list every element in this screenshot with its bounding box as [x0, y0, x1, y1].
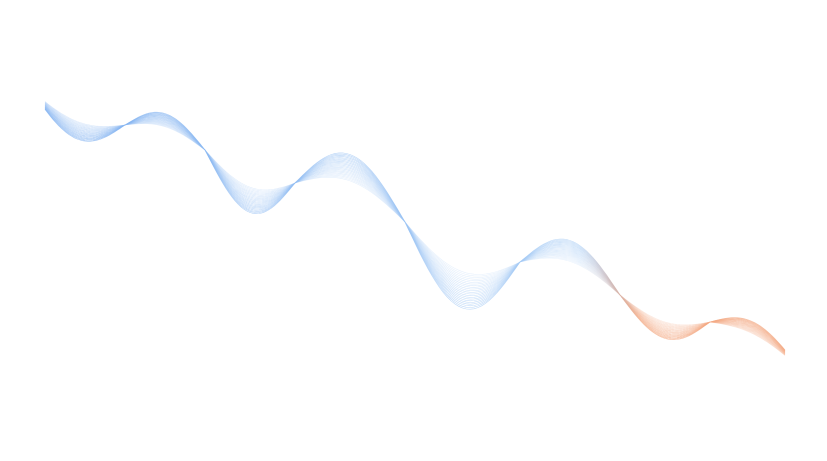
wave-lines: [44, 101, 786, 356]
wave-line: [44, 107, 786, 352]
wave-line: [44, 106, 786, 353]
wave-line: [44, 108, 786, 351]
wave-line: [44, 103, 786, 355]
wave-line: [44, 102, 786, 355]
wave-line: [44, 107, 786, 352]
wave-line: [44, 105, 786, 353]
wave-line: [44, 103, 786, 354]
wave-line: [44, 104, 786, 354]
wave-line: [44, 104, 786, 354]
wave-line: [44, 101, 786, 356]
wave-line: [44, 102, 786, 355]
wave-line: [44, 108, 786, 351]
wave-line: [44, 107, 786, 352]
wave-line: [44, 106, 786, 353]
wave-line: [44, 105, 786, 353]
wave-line: [44, 109, 786, 351]
wave-line: [44, 102, 786, 356]
wave-line: [44, 103, 786, 355]
wave-line: [44, 108, 786, 351]
wave-line: [44, 101, 786, 356]
wave-line: [44, 105, 786, 354]
